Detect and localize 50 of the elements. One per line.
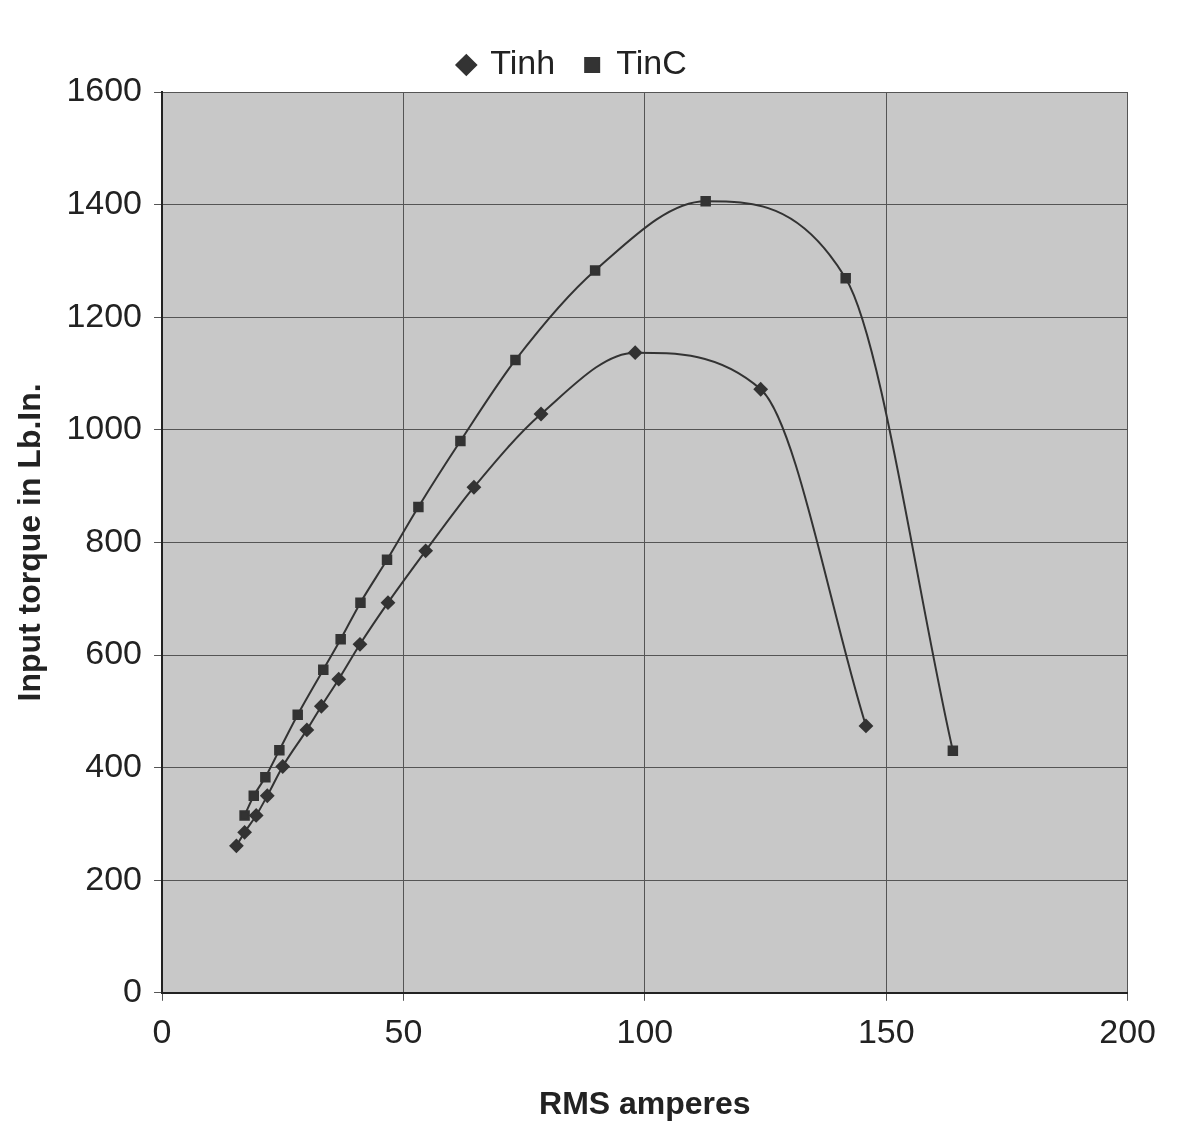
point [753,382,768,397]
y-axis-title: Input torque in Lb.In. [11,383,48,702]
point [275,759,290,774]
x-tick-label: 150 [857,1011,915,1050]
y-tick-label: 400 [85,745,143,784]
point [260,788,275,803]
y-tick-label: 1400 [66,182,143,221]
point [249,808,264,823]
point [239,810,250,821]
y-tick-label: 600 [85,633,143,672]
point [534,407,549,422]
point [352,637,367,652]
point [318,664,329,675]
y-tick-label: 1600 [66,70,143,109]
point [947,745,959,756]
point [840,273,851,284]
point [314,699,329,714]
point [413,501,424,513]
y-tick-label: 800 [85,520,143,559]
point [381,554,393,566]
point [628,345,643,360]
point [229,838,244,853]
point [292,709,303,720]
point [380,595,395,610]
point [331,672,346,687]
point [589,265,601,276]
point [248,790,260,801]
point [700,195,711,207]
point [260,771,271,783]
point [455,435,466,447]
point [237,825,252,840]
x-tick-label: 50 [384,1011,423,1050]
legend-label: TinC [616,43,687,82]
point [510,354,521,366]
point [858,718,873,733]
point [418,543,433,558]
point [274,744,285,756]
legend-label: Tinh [490,43,556,82]
x-tick-label: 100 [616,1011,674,1050]
y-tick-label: 0 [123,971,143,1010]
y-tick-label: 1000 [66,408,143,447]
point [466,480,481,495]
y-tick-label: 1200 [66,295,143,334]
point [299,722,314,737]
x-tick-label: 200 [1099,1011,1156,1050]
point [335,633,346,645]
y-tick-label: 200 [85,858,143,897]
x-tick-label: 0 [152,1011,172,1050]
x-axis-title: RMS amperes [539,1084,751,1121]
point [355,597,366,608]
